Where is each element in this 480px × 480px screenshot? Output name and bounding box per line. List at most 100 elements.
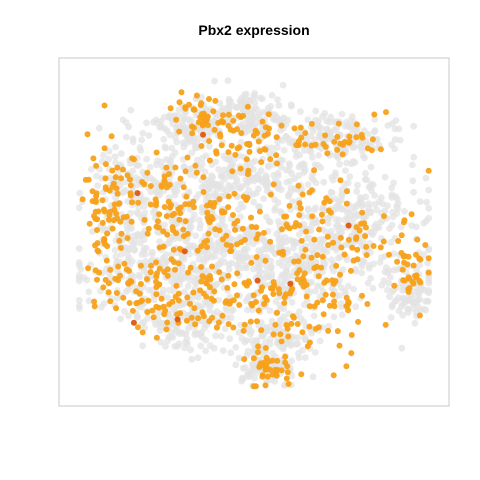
low-expression-point xyxy=(411,319,419,327)
low-expression-point xyxy=(75,296,83,304)
mid-expression-point xyxy=(296,222,303,229)
mid-expression-point xyxy=(333,262,340,269)
mid-expression-point xyxy=(102,184,109,191)
low-expression-point xyxy=(306,267,313,275)
low-expression-point xyxy=(322,125,330,133)
low-expression-point xyxy=(361,176,369,184)
mid-expression-point xyxy=(109,225,116,232)
low-expression-point xyxy=(338,192,346,200)
low-expression-point xyxy=(221,325,229,332)
mid-expression-point xyxy=(300,253,307,260)
low-expression-point xyxy=(239,364,247,372)
low-expression-point xyxy=(250,198,257,206)
mid-expression-point xyxy=(273,152,280,159)
mid-expression-point xyxy=(216,269,223,276)
low-expression-point xyxy=(364,130,372,138)
mid-expression-point xyxy=(408,211,415,218)
low-expression-point xyxy=(361,154,368,162)
mid-expression-point xyxy=(312,325,319,332)
low-expression-point xyxy=(112,143,119,151)
low-expression-point xyxy=(215,296,222,304)
mid-expression-point xyxy=(153,202,160,209)
mid-expression-point xyxy=(410,280,417,287)
low-expression-point xyxy=(173,302,180,310)
mid-expression-point xyxy=(345,236,352,243)
mid-expression-point xyxy=(406,275,413,282)
low-expression-point xyxy=(142,258,149,265)
mid-expression-point xyxy=(343,303,350,310)
low-expression-point xyxy=(375,224,383,232)
mid-expression-point xyxy=(302,246,309,253)
mid-expression-point xyxy=(120,294,127,301)
mid-expression-point xyxy=(349,244,356,251)
low-expression-point xyxy=(85,297,93,305)
mid-expression-point xyxy=(197,287,204,294)
mid-expression-point xyxy=(162,307,169,314)
low-expression-point xyxy=(217,333,225,340)
mid-expression-point xyxy=(314,252,321,259)
mid-expression-point xyxy=(200,121,207,128)
low-expression-point xyxy=(87,166,95,173)
mid-expression-point xyxy=(241,356,248,363)
mid-expression-point xyxy=(278,338,285,345)
mid-expression-point xyxy=(184,294,191,301)
low-expression-point xyxy=(358,269,366,277)
low-expression-point xyxy=(253,189,260,197)
low-expression-point xyxy=(186,171,194,179)
mid-expression-point xyxy=(95,208,102,215)
mid-expression-point xyxy=(248,300,255,307)
low-expression-point xyxy=(265,273,273,280)
low-expression-point xyxy=(367,228,375,236)
mid-expression-point xyxy=(192,162,199,169)
mid-expression-point xyxy=(149,307,156,314)
mid-expression-point xyxy=(207,199,214,206)
low-expression-point xyxy=(171,186,179,194)
mid-expression-point xyxy=(90,155,97,162)
mid-expression-point xyxy=(86,220,93,227)
low-expression-point xyxy=(143,196,151,204)
mid-expression-point xyxy=(330,372,337,379)
mid-expression-point xyxy=(371,111,378,118)
mid-expression-point xyxy=(175,290,182,297)
low-expression-point xyxy=(388,184,396,192)
mid-expression-point xyxy=(170,227,176,234)
low-expression-point xyxy=(297,108,304,115)
mid-expression-point xyxy=(270,279,277,286)
low-expression-point xyxy=(206,143,213,150)
low-expression-point xyxy=(154,309,162,316)
mid-expression-point xyxy=(334,328,341,335)
low-expression-point xyxy=(168,144,176,152)
low-expression-point xyxy=(267,257,275,265)
mid-expression-point xyxy=(359,292,365,299)
mid-expression-point xyxy=(288,320,295,327)
low-expression-point xyxy=(386,225,393,232)
mid-expression-point xyxy=(341,251,348,258)
low-expression-point xyxy=(264,162,272,169)
mid-expression-point xyxy=(347,267,354,274)
low-expression-point xyxy=(125,312,133,320)
low-expression-point xyxy=(292,153,300,160)
mid-expression-point xyxy=(184,230,191,237)
mid-expression-point xyxy=(346,133,353,140)
mid-expression-point xyxy=(354,246,361,253)
mid-expression-point xyxy=(166,181,173,188)
mid-expression-point xyxy=(213,324,220,331)
mid-expression-point xyxy=(287,290,294,297)
low-expression-point xyxy=(195,191,203,198)
mid-expression-point xyxy=(212,97,219,104)
mid-expression-point xyxy=(190,124,197,131)
mid-expression-point xyxy=(382,321,389,328)
mid-expression-point xyxy=(380,238,387,245)
mid-expression-point xyxy=(120,166,126,173)
mid-expression-point xyxy=(198,243,205,250)
mid-expression-point xyxy=(339,151,346,158)
low-expression-point xyxy=(342,119,350,126)
mid-expression-point xyxy=(325,242,332,248)
low-expression-point xyxy=(75,204,83,212)
low-expression-point xyxy=(266,150,273,158)
mid-expression-point xyxy=(113,185,120,192)
low-expression-point xyxy=(208,241,216,248)
mid-expression-point xyxy=(150,314,157,321)
mid-expression-point xyxy=(114,190,121,197)
low-expression-point xyxy=(278,280,286,288)
